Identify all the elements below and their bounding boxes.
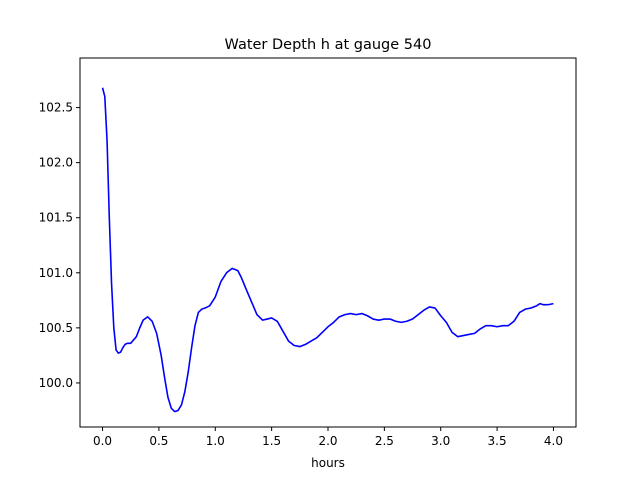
x-tick-label: 2.0 — [318, 434, 337, 448]
x-tick-label: 0.0 — [93, 434, 112, 448]
chart-title: Water Depth h at gauge 540 — [225, 37, 432, 53]
y-tick-label: 101.0 — [39, 266, 73, 280]
y-tick-label: 100.0 — [39, 376, 73, 390]
x-tick-label: 1.5 — [262, 434, 281, 448]
x-tick-label: 0.5 — [149, 434, 168, 448]
x-tick-label: 1.0 — [206, 434, 225, 448]
y-tick-label: 101.5 — [39, 211, 73, 225]
y-tick-label: 102.5 — [39, 101, 73, 115]
x-tick-label: 3.0 — [431, 434, 450, 448]
x-tick-label: 2.5 — [375, 434, 394, 448]
x-axis-label: hours — [311, 456, 345, 470]
x-tick-label: 4.0 — [544, 434, 563, 448]
plot-area: 0.0 0.5 1.0 1.5 2.0 2.5 3.0 3.5 4.0 100.0 100.5 101… — [39, 57, 577, 448]
y-tick-label: 100.5 — [39, 321, 73, 335]
y-tick-label: 102.0 — [39, 156, 73, 170]
x-tick-label: 3.5 — [488, 434, 507, 448]
series-line-0 — [101, 87, 554, 413]
